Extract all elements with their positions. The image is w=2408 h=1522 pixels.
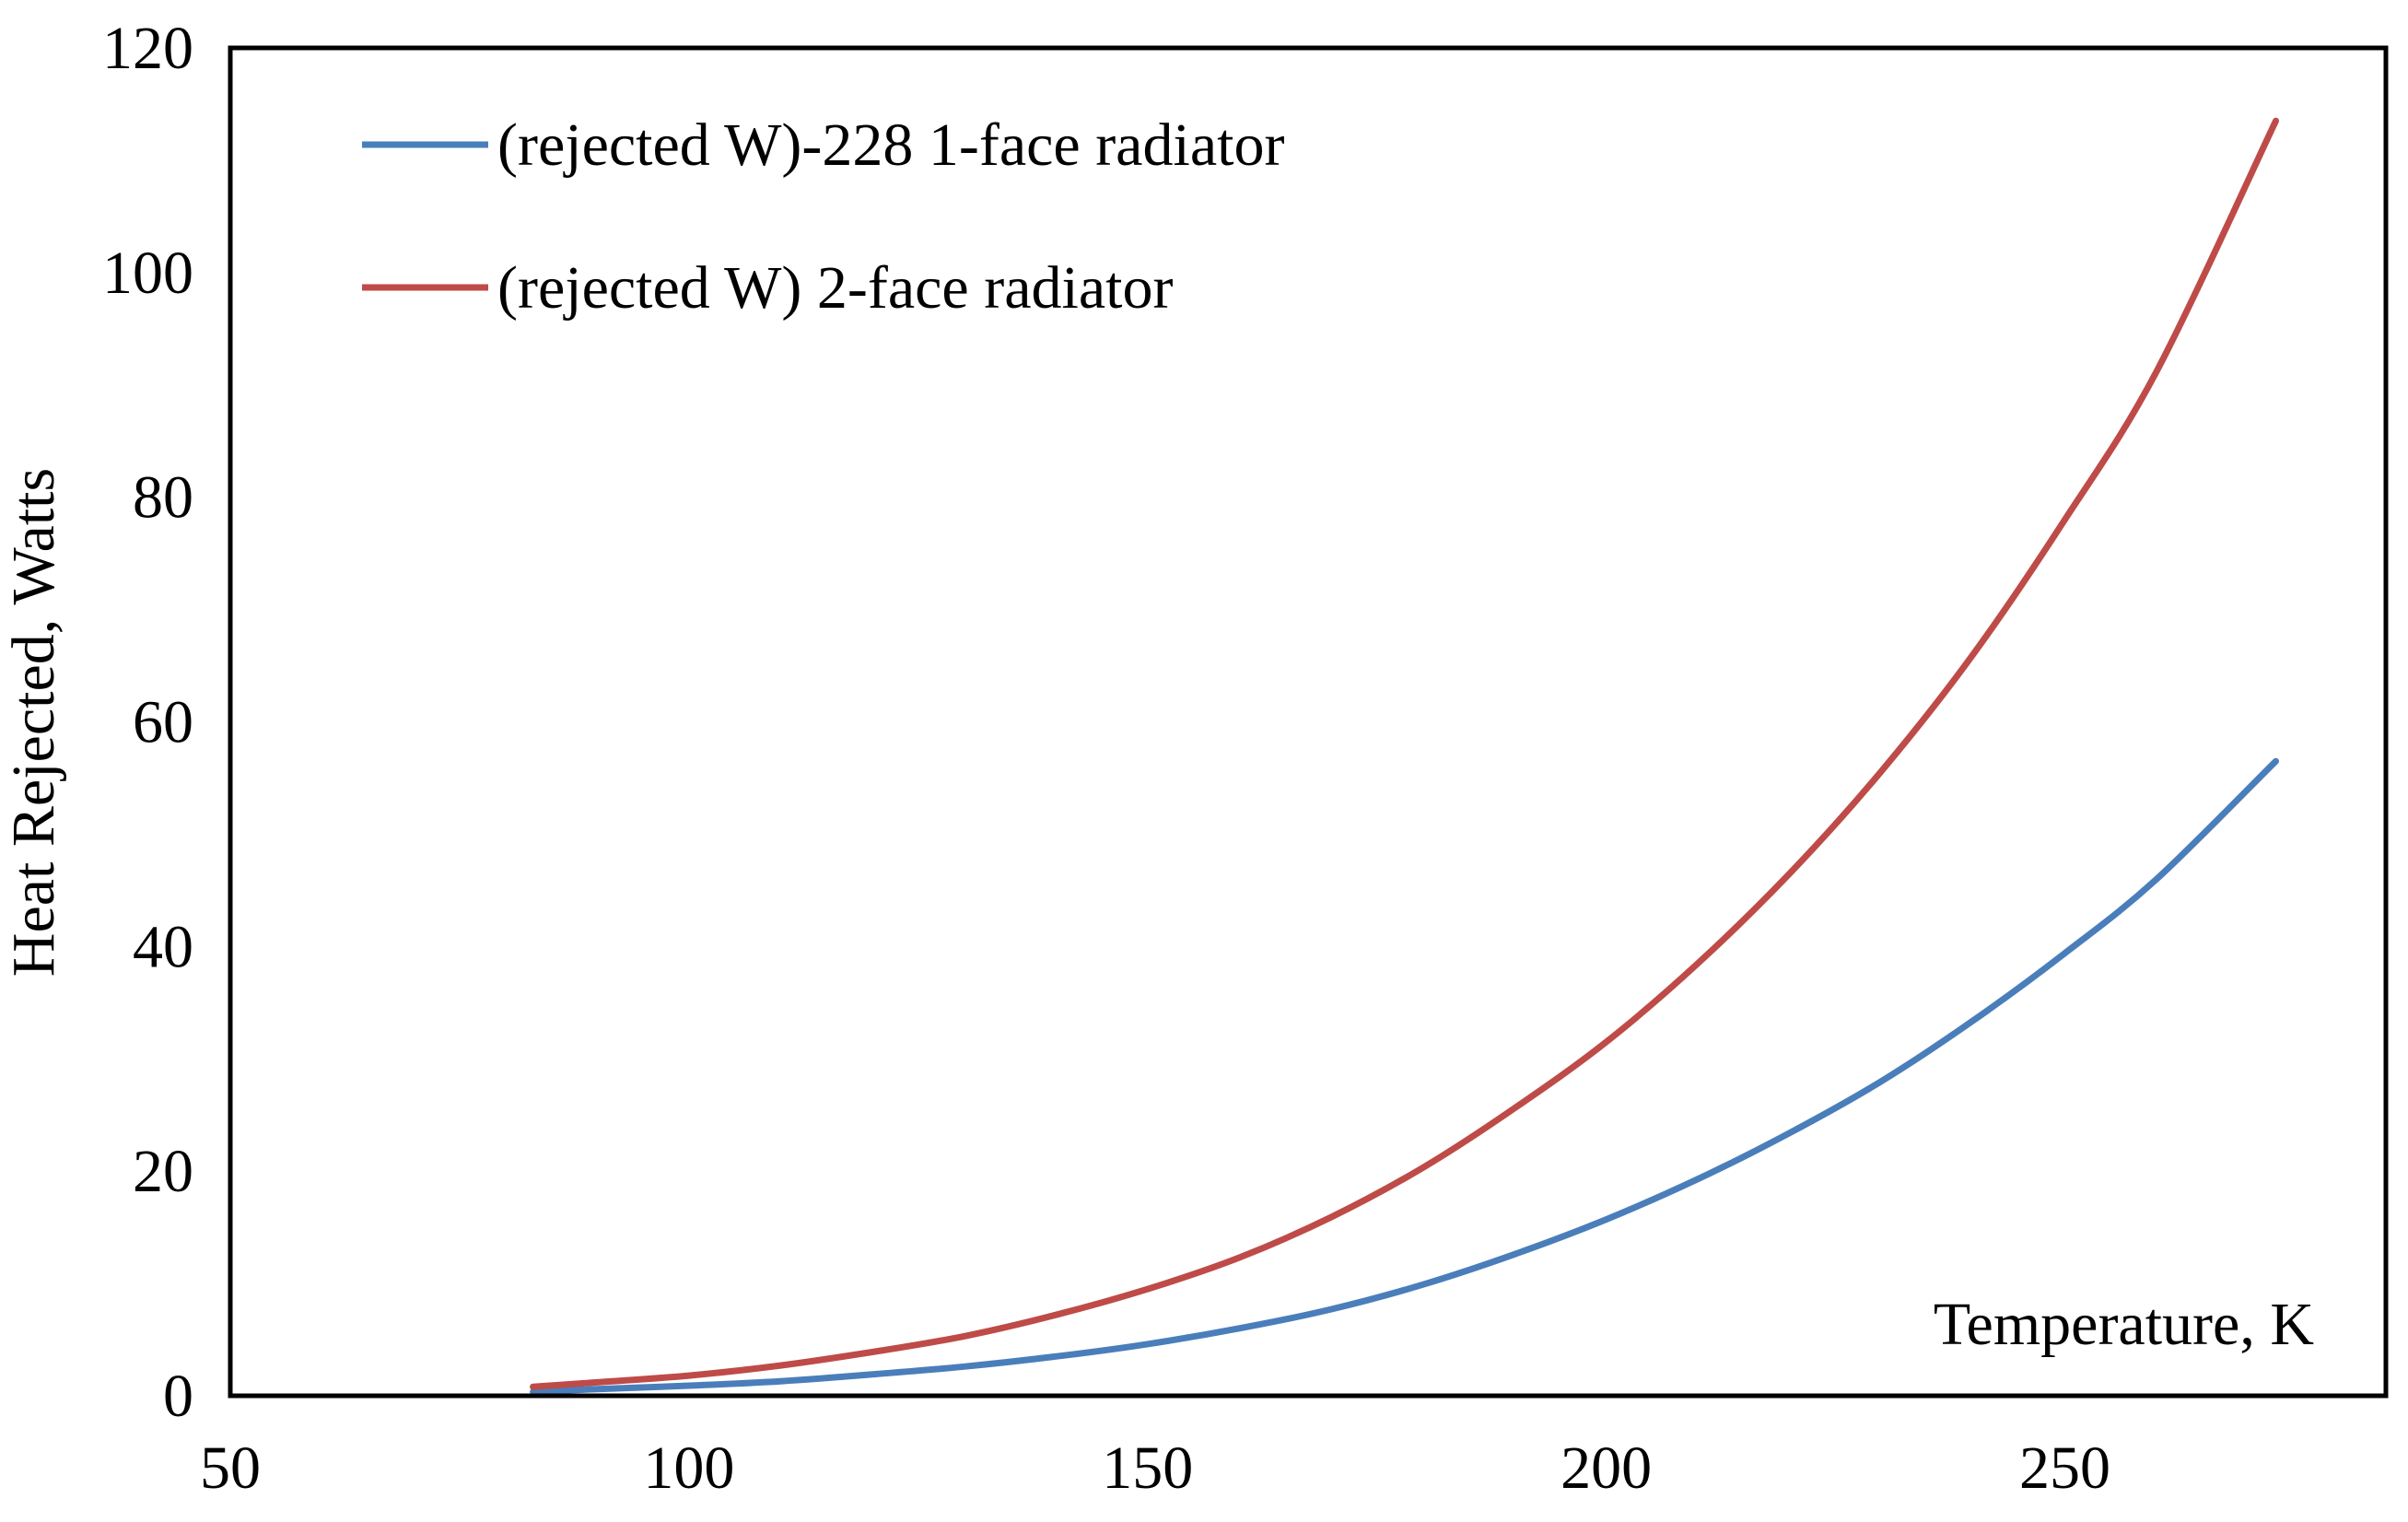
x-tick-label: 100 bbox=[643, 1434, 734, 1502]
y-tick-label: 40 bbox=[133, 913, 193, 980]
x-tick-label: 250 bbox=[2019, 1434, 2110, 1502]
y-tick-labels: 0 20 40 60 80 100 120 bbox=[102, 15, 193, 1430]
x-tick-label: 150 bbox=[1102, 1434, 1193, 1502]
y-tick-label: 120 bbox=[102, 15, 193, 82]
y-tick-label: 80 bbox=[133, 464, 193, 532]
x-tick-label: 200 bbox=[1561, 1434, 1652, 1502]
plot-area-frame bbox=[228, 45, 2389, 1399]
legend-label-2face: (rejected W) 2-face radiator bbox=[497, 254, 1173, 322]
x-axis-label: Temperature, K bbox=[1934, 1291, 2314, 1358]
series-lines bbox=[530, 117, 2279, 1396]
y-tick-label: 60 bbox=[133, 689, 193, 756]
y-axis-label: Heat Rejected, Watts bbox=[0, 468, 67, 977]
x-tick-label: 50 bbox=[200, 1434, 261, 1502]
legend-label-1face: (rejected W)-228 1-face radiator bbox=[497, 111, 1284, 179]
legend: (rejected W)-228 1-face radiator (reject… bbox=[362, 111, 1284, 322]
y-tick-label: 100 bbox=[102, 240, 193, 307]
y-tick-label: 0 bbox=[163, 1363, 193, 1430]
x-tick-labels: 50 100 150 200 250 bbox=[200, 1434, 2110, 1502]
y-tick-label: 20 bbox=[133, 1138, 193, 1205]
series-line-1face bbox=[530, 757, 2279, 1396]
series-line-2face bbox=[530, 117, 2279, 1390]
